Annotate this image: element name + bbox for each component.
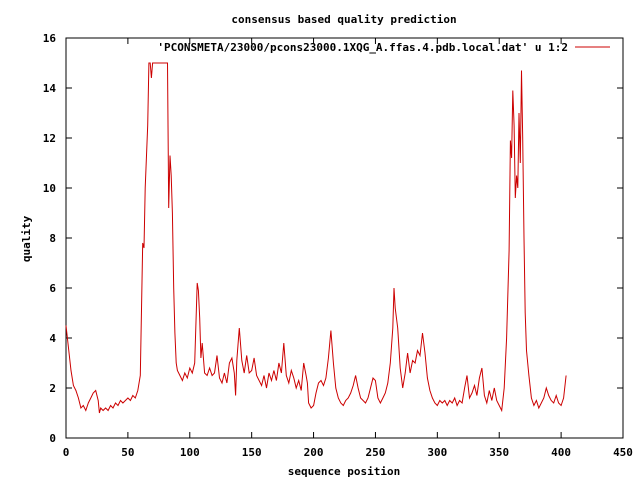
y-axis-label: quality (20, 215, 33, 262)
y-tick-label: 2 (49, 382, 56, 395)
y-tick-label: 10 (43, 182, 56, 195)
y-tick-label: 12 (43, 132, 56, 145)
legend: 'PCONSMETA/23000/pcons23000.1XQG_A.ffas.… (157, 41, 610, 54)
x-axis-label: sequence position (288, 465, 401, 478)
x-tick-label: 400 (551, 446, 571, 459)
x-tick-label: 100 (180, 446, 200, 459)
x-tick-label: 250 (366, 446, 386, 459)
x-tick-label: 150 (242, 446, 262, 459)
y-tick-label: 6 (49, 282, 56, 295)
y-tick-label: 8 (49, 232, 56, 245)
x-tick-label: 50 (121, 446, 134, 459)
x-tick-label: 350 (489, 446, 509, 459)
y-axis-ticks: 0 2 4 6 8 10 12 14 16 (43, 32, 623, 445)
y-tick-label: 16 (43, 32, 57, 45)
x-tick-label: 200 (304, 446, 324, 459)
x-tick-label: 300 (427, 446, 447, 459)
plot-frame (65, 37, 624, 439)
series-line (65, 62, 567, 414)
x-tick-label: 0 (63, 446, 70, 459)
y-tick-label: 0 (49, 432, 56, 445)
y-tick-label: 4 (49, 332, 56, 345)
x-axis-ticks: 0 50 100 150 200 250 300 350 400 450 (63, 38, 633, 459)
y-tick-label: 14 (43, 82, 57, 95)
legend-label: 'PCONSMETA/23000/pcons23000.1XQG_A.ffas.… (157, 41, 568, 54)
x-tick-label: 450 (613, 446, 633, 459)
chart-title: consensus based quality prediction (231, 13, 456, 26)
